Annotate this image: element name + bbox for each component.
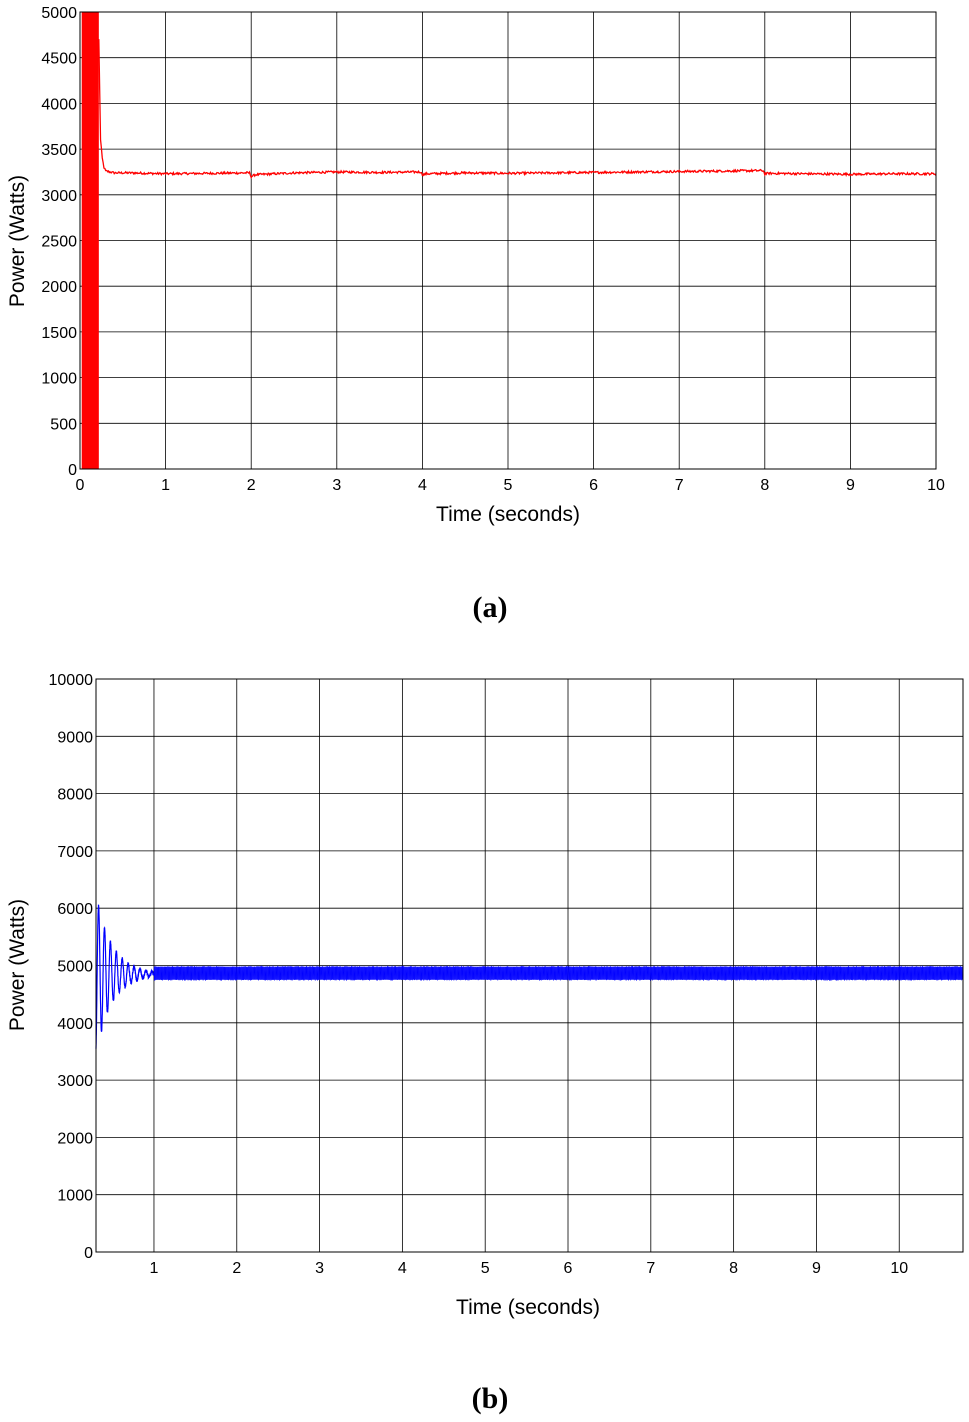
y-tick-label: 10000 bbox=[49, 672, 94, 689]
x-axis-label-b: Time (seconds) bbox=[456, 1296, 600, 1319]
caption-b: (b) bbox=[472, 1382, 509, 1415]
caption-a: (a) bbox=[473, 591, 508, 624]
y-tick-label: 2500 bbox=[41, 234, 77, 251]
x-tick-label: 2 bbox=[232, 1260, 241, 1277]
series-b bbox=[95, 904, 964, 1049]
x-tick-label: 6 bbox=[589, 477, 598, 494]
y-tick-label: 4000 bbox=[41, 96, 77, 113]
y-tick-label: 9000 bbox=[57, 729, 93, 746]
y-tick-label: 500 bbox=[50, 416, 77, 433]
x-tick-label: 10 bbox=[927, 477, 945, 494]
y-tick-label: 4000 bbox=[57, 1016, 93, 1033]
y-tick-label: 1000 bbox=[41, 371, 77, 388]
x-tick-label: 0 bbox=[76, 477, 85, 494]
chart-a: 0 1 2 3 4 5 6 7 8 9 10 0 500 1000 1500 2000 2500 3000 350… bbox=[6, 5, 945, 624]
chart-b: 1 2 3 4 5 6 7 8 9 10 0 1000 2000 3000 4000 5000 6000 700… bbox=[6, 672, 964, 1415]
y-tick-label: 6000 bbox=[57, 901, 93, 918]
x-ticks-a: 0 1 2 3 4 5 6 7 8 9 10 bbox=[76, 477, 945, 494]
y-tick-label: 0 bbox=[68, 462, 77, 479]
x-tick-label: 8 bbox=[729, 1260, 738, 1277]
x-tick-label: 1 bbox=[161, 477, 170, 494]
x-tick-label: 10 bbox=[890, 1260, 908, 1277]
y-axis-label-a: Power (Watts) bbox=[6, 175, 29, 307]
y-tick-label: 8000 bbox=[57, 787, 93, 804]
x-tick-label: 1 bbox=[150, 1260, 159, 1277]
y-tick-label: 3000 bbox=[41, 188, 77, 205]
y-tick-label: 3500 bbox=[41, 142, 77, 159]
x-ticks-b: 1 2 3 4 5 6 7 8 9 10 bbox=[150, 1260, 909, 1277]
x-tick-label: 3 bbox=[315, 1260, 324, 1277]
x-tick-label: 5 bbox=[481, 1260, 490, 1277]
y-tick-label: 4500 bbox=[41, 51, 77, 68]
y-tick-label: 7000 bbox=[57, 844, 93, 861]
y-ticks-b: 0 1000 2000 3000 4000 5000 6000 7000 8000 9000 100… bbox=[49, 672, 94, 1262]
x-tick-label: 3 bbox=[332, 477, 341, 494]
plot-frame-a bbox=[79, 11, 937, 470]
series-a bbox=[81, 12, 937, 469]
x-tick-label: 4 bbox=[398, 1260, 407, 1277]
x-axis-label-a: Time (seconds) bbox=[436, 503, 580, 526]
y-tick-label: 2000 bbox=[41, 279, 77, 296]
transient-band-a bbox=[81, 12, 99, 469]
y-tick-label: 3000 bbox=[57, 1073, 93, 1090]
power-line-a bbox=[98, 39, 937, 179]
x-tick-label: 6 bbox=[564, 1260, 573, 1277]
power-ripple-b bbox=[153, 965, 964, 981]
x-tick-label: 9 bbox=[846, 477, 855, 494]
y-axis-label-b: Power (Watts) bbox=[6, 899, 29, 1031]
power-oscillation-b bbox=[95, 904, 155, 1049]
x-tick-label: 8 bbox=[760, 477, 769, 494]
y-tick-label: 0 bbox=[84, 1245, 93, 1262]
y-tick-label: 5000 bbox=[41, 5, 77, 22]
y-tick-label: 1500 bbox=[41, 325, 77, 342]
grid-b bbox=[96, 678, 963, 1253]
x-tick-label: 4 bbox=[418, 477, 427, 494]
x-tick-label: 7 bbox=[675, 477, 684, 494]
x-tick-label: 5 bbox=[504, 477, 513, 494]
x-tick-label: 2 bbox=[247, 477, 256, 494]
y-ticks-a: 0 500 1000 1500 2000 2500 3000 3500 4000 4500 5000 bbox=[41, 5, 77, 479]
y-tick-label: 2000 bbox=[57, 1130, 93, 1147]
plot-frame-b bbox=[95, 678, 964, 1253]
y-tick-label: 5000 bbox=[57, 959, 93, 976]
x-tick-label: 9 bbox=[812, 1260, 821, 1277]
x-tick-label: 7 bbox=[646, 1260, 655, 1277]
y-tick-label: 1000 bbox=[57, 1188, 93, 1205]
